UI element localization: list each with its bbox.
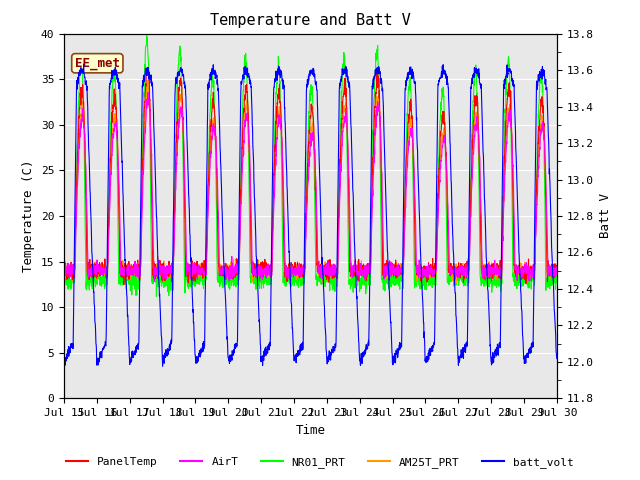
Y-axis label: Batt V: Batt V — [599, 193, 612, 239]
X-axis label: Time: Time — [296, 424, 325, 437]
Title: Temperature and Batt V: Temperature and Batt V — [210, 13, 411, 28]
Text: EE_met: EE_met — [75, 57, 120, 70]
Legend: PanelTemp, AirT, NR01_PRT, AM25T_PRT, batt_volt: PanelTemp, AirT, NR01_PRT, AM25T_PRT, ba… — [61, 452, 579, 472]
Y-axis label: Temperature (C): Temperature (C) — [22, 160, 35, 272]
